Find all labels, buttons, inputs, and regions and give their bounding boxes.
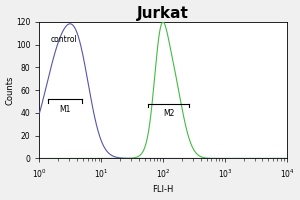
X-axis label: FLI-H: FLI-H (153, 185, 174, 194)
Title: Jurkat: Jurkat (137, 6, 189, 21)
Y-axis label: Counts: Counts (6, 75, 15, 105)
Text: M2: M2 (163, 109, 174, 118)
Text: M1: M1 (59, 105, 70, 114)
Text: control: control (51, 35, 77, 44)
